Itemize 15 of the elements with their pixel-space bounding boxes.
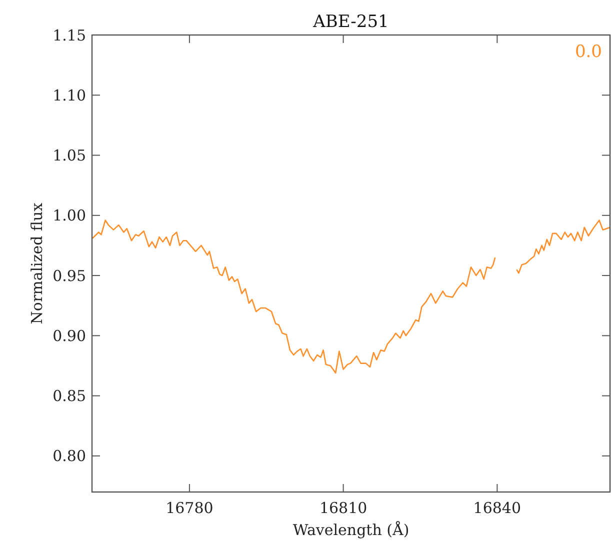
x-tick-label: 16810 (319, 499, 368, 517)
y-axis-title: Normalized flux (28, 202, 46, 324)
y-tick-label: 1.10 (52, 86, 86, 104)
y-tick-label: 0.85 (52, 387, 86, 406)
x-axis-title: Wavelength (Å) (292, 521, 410, 539)
y-tick-label: 0.95 (52, 266, 86, 285)
annotation: 0.0 (574, 42, 602, 62)
y-tick-label: 0.80 (52, 447, 86, 466)
chart-title: ABE-251 (312, 12, 389, 32)
y-tick-label: 0.90 (52, 326, 86, 345)
y-tick-label: 1.00 (52, 206, 86, 225)
y-tick-label: 1.15 (52, 26, 86, 44)
x-tick-label: 16780 (166, 499, 214, 517)
y-tick-label: 1.05 (52, 146, 86, 165)
x-tick-label: 16840 (473, 499, 522, 517)
